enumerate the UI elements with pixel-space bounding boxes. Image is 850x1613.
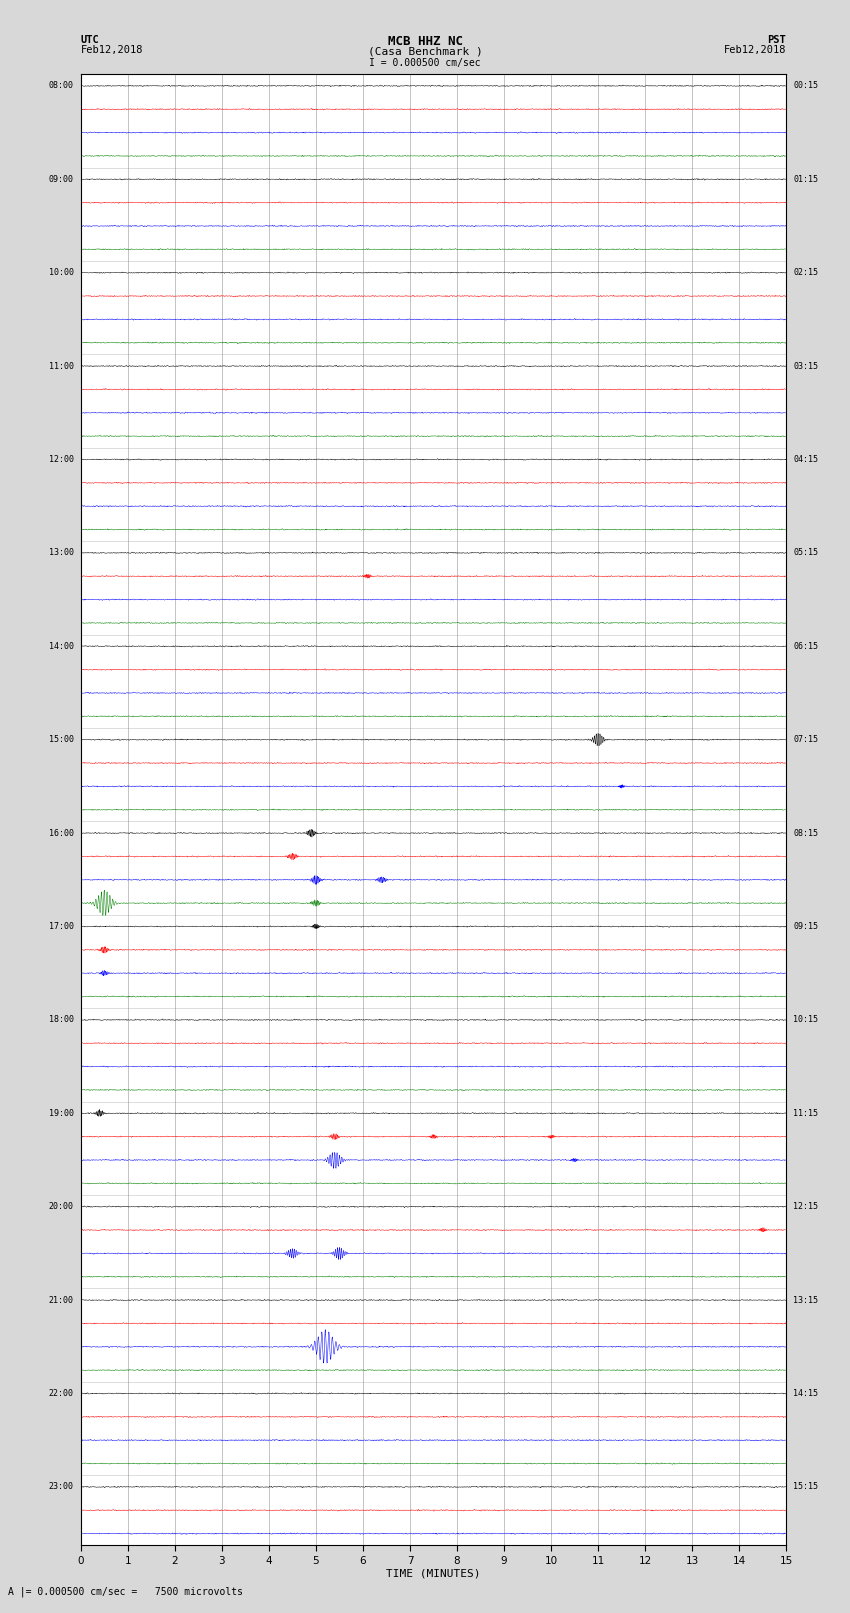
Text: 08:00: 08:00 [48, 81, 74, 90]
Text: 13:15: 13:15 [793, 1295, 819, 1305]
Text: (Casa Benchmark ): (Casa Benchmark ) [367, 47, 483, 56]
Text: MCB HHZ NC: MCB HHZ NC [388, 35, 462, 48]
Text: PST: PST [768, 35, 786, 45]
Text: 18:00: 18:00 [48, 1015, 74, 1024]
Text: I = 0.000500 cm/sec: I = 0.000500 cm/sec [369, 58, 481, 68]
Text: 19:00: 19:00 [48, 1108, 74, 1118]
Text: Feb12,2018: Feb12,2018 [723, 45, 786, 55]
Text: 21:00: 21:00 [48, 1295, 74, 1305]
Text: 01:15: 01:15 [793, 174, 819, 184]
Text: 14:00: 14:00 [48, 642, 74, 650]
Text: 08:15: 08:15 [793, 829, 819, 837]
Text: A |= 0.000500 cm/sec =   7500 microvolts: A |= 0.000500 cm/sec = 7500 microvolts [8, 1586, 243, 1597]
Text: 11:00: 11:00 [48, 361, 74, 371]
Text: 10:15: 10:15 [793, 1015, 819, 1024]
Text: 00:15: 00:15 [793, 81, 819, 90]
Text: 12:15: 12:15 [793, 1202, 819, 1211]
Text: 12:00: 12:00 [48, 455, 74, 465]
Text: 20:00: 20:00 [48, 1202, 74, 1211]
Text: 05:15: 05:15 [793, 548, 819, 558]
Text: 06:15: 06:15 [793, 642, 819, 650]
Text: 07:15: 07:15 [793, 736, 819, 744]
Text: 09:00: 09:00 [48, 174, 74, 184]
X-axis label: TIME (MINUTES): TIME (MINUTES) [386, 1568, 481, 1579]
Text: 10:00: 10:00 [48, 268, 74, 277]
Text: 09:15: 09:15 [793, 923, 819, 931]
Text: 13:00: 13:00 [48, 548, 74, 558]
Text: 22:00: 22:00 [48, 1389, 74, 1398]
Text: 23:00: 23:00 [48, 1482, 74, 1492]
Text: Feb12,2018: Feb12,2018 [81, 45, 144, 55]
Text: 02:15: 02:15 [793, 268, 819, 277]
Text: 17:00: 17:00 [48, 923, 74, 931]
Text: 15:00: 15:00 [48, 736, 74, 744]
Text: 03:15: 03:15 [793, 361, 819, 371]
Text: 15:15: 15:15 [793, 1482, 819, 1492]
Text: 16:00: 16:00 [48, 829, 74, 837]
Text: UTC: UTC [81, 35, 99, 45]
Text: 04:15: 04:15 [793, 455, 819, 465]
Text: 11:15: 11:15 [793, 1108, 819, 1118]
Text: 14:15: 14:15 [793, 1389, 819, 1398]
